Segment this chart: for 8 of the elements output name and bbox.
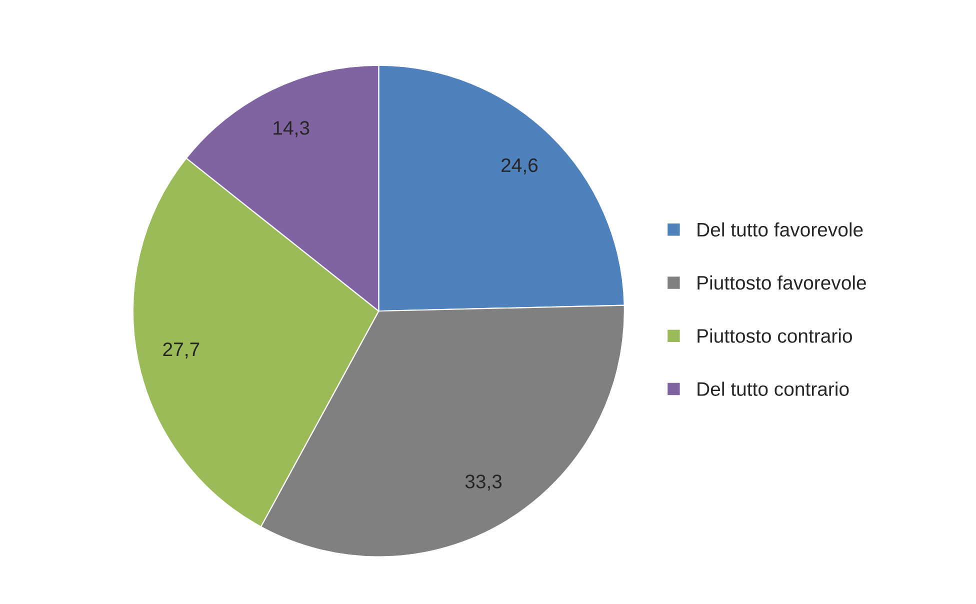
- legend-label: Del tutto contrario: [698, 382, 849, 396]
- data-label: 14,3: [274, 121, 310, 138]
- data-label: 24,6: [502, 158, 538, 174]
- legend-label: Del tutto favorevole: [698, 222, 863, 237]
- legend-label: Piuttosto contrario: [698, 328, 852, 343]
- data-label: 27,7: [163, 342, 200, 359]
- legend-label: Piuttosto favorevole: [698, 275, 866, 290]
- data-label: 33,3: [465, 474, 502, 491]
